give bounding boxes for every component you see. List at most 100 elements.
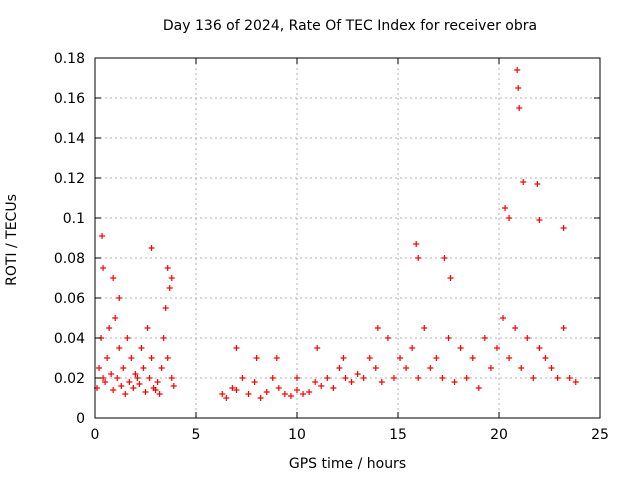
data-point — [475, 385, 482, 391]
x-tick-label: 20 — [490, 427, 508, 443]
data-point — [219, 391, 226, 397]
y-tick-label: 0.14 — [54, 131, 85, 147]
data-point — [421, 325, 428, 331]
data-point — [233, 345, 240, 351]
data-point — [348, 379, 355, 385]
data-point — [560, 325, 567, 331]
data-point — [354, 371, 361, 377]
data-point — [487, 365, 494, 371]
data-point — [390, 375, 397, 381]
data-point — [366, 355, 373, 361]
y-tick-label: 0.16 — [54, 91, 85, 107]
data-point — [229, 385, 236, 391]
y-tick-label: 0.08 — [54, 251, 85, 267]
data-point — [168, 375, 175, 381]
y-axis-ticks: 0 0.02 0.04 0.06 0.08 0.1 0.12 0.14 0.16 0.18 — [54, 51, 600, 427]
data-point — [330, 385, 337, 391]
data-point — [116, 345, 123, 351]
data-point — [273, 355, 280, 361]
data-point — [164, 265, 171, 271]
data-point — [118, 383, 125, 389]
data-point — [120, 365, 127, 371]
data-point — [469, 355, 476, 361]
data-point — [154, 379, 161, 385]
data-point — [223, 395, 230, 401]
data-point — [112, 315, 119, 321]
data-point — [269, 375, 276, 381]
data-point — [314, 345, 321, 351]
data-point — [132, 371, 139, 377]
data-point — [342, 375, 349, 381]
data-point — [96, 365, 103, 371]
data-point — [445, 335, 452, 341]
data-point — [294, 387, 300, 393]
data-point — [158, 365, 165, 371]
data-point — [500, 315, 507, 321]
data-point — [433, 355, 440, 361]
y-tick-label: 0.18 — [54, 51, 85, 67]
data-point — [126, 379, 133, 385]
x-tick-label: 25 — [591, 427, 609, 443]
data-point — [122, 391, 129, 397]
data-point — [306, 389, 313, 395]
data-point — [114, 375, 121, 381]
data-point — [548, 365, 555, 371]
data-point — [257, 395, 264, 401]
data-point — [318, 383, 325, 389]
data-point — [146, 375, 153, 381]
data-point — [100, 375, 107, 381]
data-point — [560, 225, 567, 231]
data-point — [372, 365, 379, 371]
data-point — [481, 335, 488, 341]
x-tick-label: 10 — [288, 427, 306, 443]
y-tick-label: 0 — [76, 411, 85, 427]
data-point — [156, 391, 163, 397]
data-point — [374, 325, 381, 331]
data-point — [515, 85, 522, 91]
data-point — [281, 391, 288, 397]
data-point — [572, 379, 579, 385]
data-point — [263, 389, 270, 395]
data-point — [312, 379, 319, 385]
data-point — [144, 325, 151, 331]
data-point — [104, 355, 111, 361]
data-point — [170, 383, 177, 389]
data-point — [403, 365, 410, 371]
y-tick-label: 0.1 — [63, 211, 85, 227]
data-point — [340, 355, 347, 361]
data-point — [110, 275, 117, 281]
data-point — [136, 381, 143, 387]
data-point — [360, 375, 367, 381]
data-point — [116, 295, 123, 301]
grid-lines — [95, 58, 600, 418]
data-points — [94, 67, 579, 401]
data-point — [534, 181, 541, 187]
data-point — [130, 385, 137, 391]
data-point — [128, 355, 135, 361]
data-point — [164, 355, 171, 361]
data-point — [506, 215, 513, 221]
data-point — [294, 375, 300, 381]
x-tick-label: 5 — [192, 427, 201, 443]
data-point — [536, 217, 543, 223]
data-point — [160, 335, 167, 341]
data-point — [463, 375, 470, 381]
data-point — [100, 265, 107, 271]
data-point — [324, 375, 331, 381]
data-point — [239, 375, 246, 381]
data-point — [415, 255, 422, 261]
data-point — [110, 387, 117, 393]
y-tick-label: 0.02 — [54, 371, 85, 387]
data-point — [245, 391, 252, 397]
data-point — [566, 375, 573, 381]
data-point — [397, 355, 404, 361]
data-point — [493, 345, 500, 351]
chart-title: Day 136 of 2024, Rate Of TEC Index for r… — [162, 18, 538, 34]
data-point — [502, 205, 509, 211]
data-point — [142, 389, 149, 395]
data-point — [415, 375, 422, 381]
data-point — [140, 365, 147, 371]
data-point — [409, 345, 416, 351]
data-point — [102, 379, 109, 385]
